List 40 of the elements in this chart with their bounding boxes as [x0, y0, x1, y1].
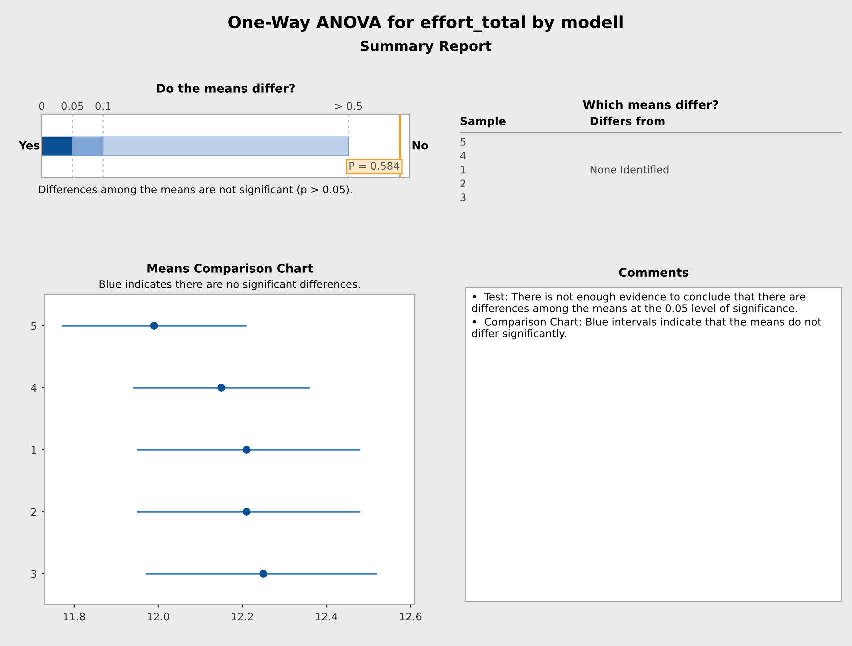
x-tick-label: 0	[39, 102, 45, 110]
text: Differences among the means are not significant (p > 0.05).	[39, 186, 352, 196]
y-tick-label: 2	[31, 508, 36, 516]
text: No	[412, 141, 428, 150]
text: 3	[460, 194, 466, 202]
y-tick-label: 5	[32, 322, 36, 330]
text: Differs from	[590, 116, 665, 126]
text: • Comparison Chart: Blue intervals indicate that the means do not differ significantly.	[472, 318, 822, 340]
x-tick-label: > 0.5	[335, 102, 362, 110]
y-tick-label: 3	[32, 570, 37, 578]
point	[260, 570, 268, 578]
text: • Test: There is not enough evidence to conclude that there are differences among the means at the 0.05 level of significance.	[472, 292, 806, 314]
chart-subtitle: Blue indicates there are no significant differences.	[100, 280, 360, 290]
y-tick-label: 4	[31, 384, 37, 392]
text: Summary Report	[360, 40, 492, 54]
x-tick-label: 0.1	[96, 102, 111, 110]
x-tick-label: 12.4	[316, 612, 338, 621]
y-tick-label: 1	[32, 446, 36, 454]
text: Yes	[18, 141, 40, 150]
chart-title: Means Comparison Chart	[148, 264, 314, 276]
ref-line-label: P = 0.584	[350, 162, 400, 170]
point	[242, 508, 251, 516]
text: Comments	[619, 268, 689, 278]
text: Which means differ?	[583, 100, 718, 110]
text: 5	[460, 138, 466, 146]
x-tick-label: 0.05	[62, 102, 84, 110]
text: Sample	[460, 116, 506, 128]
point	[218, 384, 226, 392]
x-tick-label: 12.0	[148, 612, 170, 621]
text: 1	[461, 166, 466, 174]
chart-title: Do the means differ?	[157, 84, 295, 93]
point	[150, 322, 158, 330]
x-tick-label: 12.6	[400, 612, 422, 621]
text: 2	[460, 180, 466, 188]
text: One-Way ANOVA for effort_total by modell	[228, 16, 623, 32]
x-tick-label: 11.8	[64, 612, 86, 621]
point	[242, 446, 251, 454]
text: 4	[460, 152, 466, 160]
text: None Identified	[590, 166, 669, 174]
x-tick-label: 12.2	[232, 612, 254, 621]
